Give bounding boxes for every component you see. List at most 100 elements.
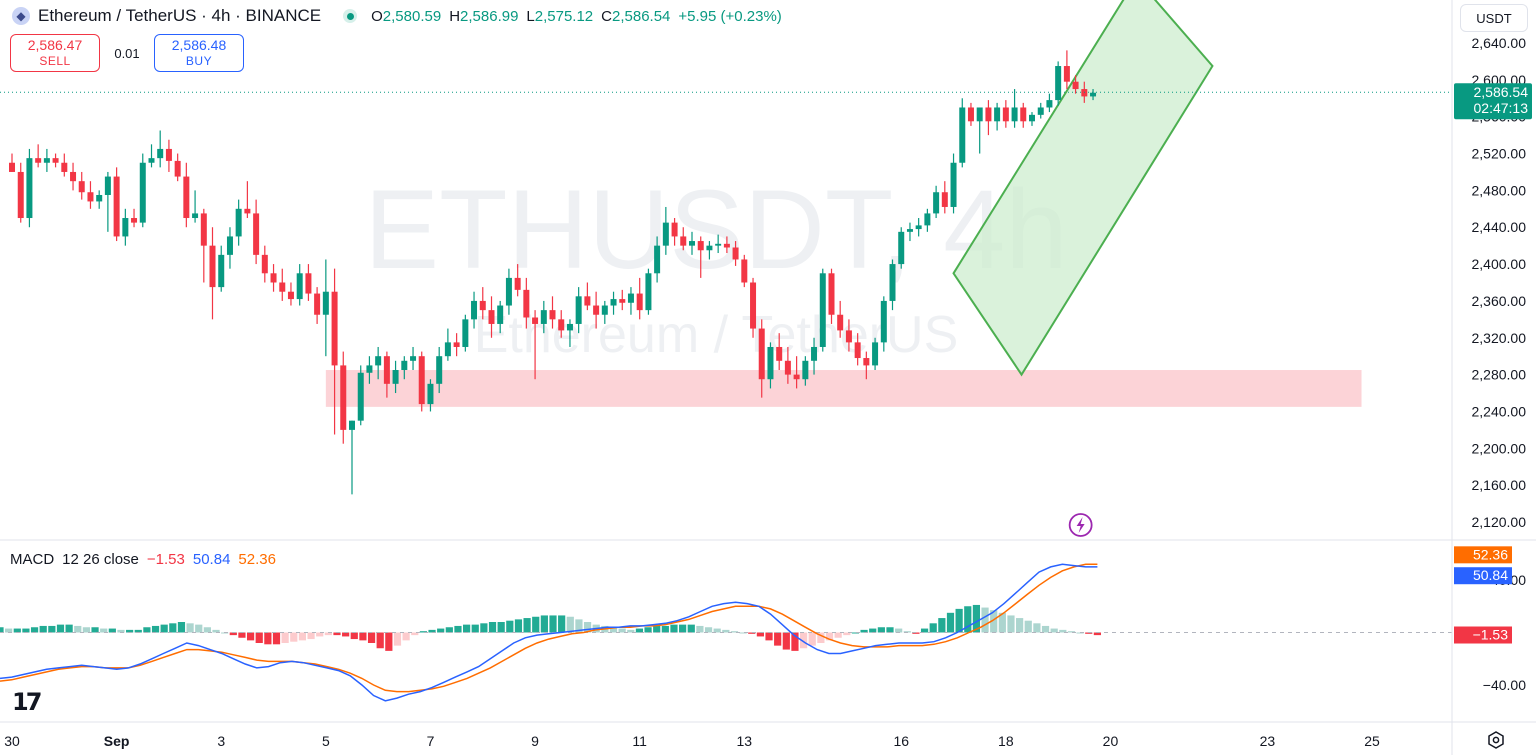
candle-up	[157, 148, 164, 159]
macd-histogram-bar	[65, 624, 73, 633]
price-axis-label: 2,360.00	[1472, 293, 1527, 309]
candle-down	[488, 310, 495, 324]
settings-icon[interactable]	[1487, 731, 1505, 749]
macd-histogram-bar	[255, 632, 263, 643]
candle-up	[872, 342, 879, 366]
time-axis-label: 5	[322, 733, 330, 749]
candle-up	[802, 360, 809, 380]
candle-up	[601, 305, 608, 315]
candle-up	[645, 273, 652, 311]
candle-down	[584, 296, 591, 306]
candle-up	[226, 236, 233, 255]
macd-histogram-bar	[583, 622, 592, 633]
candle-up	[767, 346, 774, 380]
macd-histogram-bar	[981, 607, 989, 633]
macd-histogram-bar	[385, 632, 393, 651]
tradingview-logo[interactable]: 17	[12, 688, 42, 716]
candle-up	[654, 245, 661, 274]
macd-histogram-bar	[877, 627, 885, 633]
price-axis-label: 2,520.00	[1472, 146, 1527, 162]
macd-signal-tag-value: 52.36	[1473, 546, 1508, 562]
macd-histogram-bar	[281, 632, 289, 643]
macd-histogram-bar	[661, 625, 669, 633]
ohlc-values: O2,580.59 H2,586.99 L2,575.12 C2,586.54 …	[371, 8, 782, 25]
candle-down	[828, 273, 835, 315]
candle-down	[383, 356, 390, 384]
macd-histogram-bar	[39, 625, 47, 633]
macd-histogram-bar	[359, 632, 367, 641]
macd-histogram-bar	[350, 632, 358, 640]
candle-down	[776, 346, 783, 361]
candle-down	[732, 247, 739, 260]
high-value: 2,586.99	[460, 7, 519, 25]
macd-histogram-bar	[13, 628, 21, 633]
high-label: H	[449, 7, 461, 25]
macd-signal-tag	[1454, 546, 1512, 564]
candle-down	[741, 259, 748, 283]
watermark: ETHUSDT, 4h Ethereum / TetherUS	[364, 167, 1067, 364]
candle-up	[898, 231, 905, 265]
time-axis-label: 16	[893, 733, 909, 749]
macd-histogram-bar	[704, 627, 713, 633]
macd-histogram-bar	[1016, 618, 1024, 633]
macd-histogram-bar	[964, 606, 972, 633]
macd-histogram-bar	[627, 629, 635, 633]
macd-legend[interactable]: MACD 12 26 close −1.53 50.84 52.36	[10, 551, 276, 568]
time-axis-label: 30	[4, 733, 20, 749]
candle-down	[532, 317, 539, 324]
candle-down	[35, 158, 42, 163]
candle-down	[287, 291, 294, 300]
candle-up	[819, 273, 826, 347]
time-axis-label: 25	[1364, 733, 1380, 749]
trade-panel: 2,586.47 SELL 0.01 2,586.48 BUY	[10, 34, 244, 72]
sell-button[interactable]: 2,586.47 SELL	[10, 34, 100, 72]
macd-histogram-bar	[514, 619, 523, 633]
candle-down	[671, 222, 678, 237]
candle-up	[924, 213, 931, 226]
macd-histogram-bar	[938, 618, 946, 633]
candle-up	[43, 158, 50, 163]
time-axis-label: 18	[998, 733, 1014, 749]
macd-histogram-bar	[471, 624, 479, 633]
macd-histogram-bar	[972, 604, 981, 633]
macd-histogram-bar	[298, 632, 307, 641]
candle-down	[1063, 66, 1070, 82]
candle-down	[9, 162, 15, 172]
macd-histogram-bar	[48, 625, 56, 633]
candle-up	[1090, 92, 1097, 97]
candle-down	[270, 273, 277, 283]
buy-button[interactable]: 2,586.48 BUY	[154, 34, 244, 72]
candle-up	[122, 218, 129, 237]
candle-up	[1037, 107, 1044, 115]
macd-histogram-bar	[108, 628, 116, 633]
time-axis-label: 3	[217, 733, 225, 749]
candle-down	[52, 158, 59, 163]
macd-histogram-bar	[1085, 632, 1093, 634]
candle-up	[689, 241, 695, 246]
macd-histogram-bar	[186, 623, 194, 633]
candle-down	[558, 319, 565, 331]
macd-histogram-bar	[679, 624, 687, 633]
currency-selector[interactable]: USDT	[1460, 4, 1528, 32]
candle-up	[104, 176, 111, 195]
macd-histogram-bar	[912, 632, 920, 634]
candle-down	[253, 213, 260, 255]
macd-histogram-bar	[739, 632, 747, 634]
candle-up	[880, 300, 887, 343]
macd-histogram-bar	[160, 624, 168, 633]
market-open-icon	[343, 9, 358, 23]
macd-histogram-bar	[445, 627, 453, 633]
macd-histogram-bar	[843, 632, 851, 636]
symbol-title[interactable]: Ethereum / TetherUS · 4h · BINANCE	[38, 6, 322, 25]
macd-histogram-tag	[1454, 626, 1512, 644]
macd-histogram-bar	[782, 632, 790, 650]
macd-histogram-bar	[56, 624, 65, 633]
macd-histogram-bar	[765, 632, 773, 641]
candle-up	[915, 225, 922, 230]
macd-histogram-bar	[212, 629, 220, 633]
macd-histogram-bar	[575, 619, 583, 633]
candle-down	[340, 365, 347, 430]
candle-up	[976, 107, 983, 122]
macd-histogram-bar	[324, 632, 332, 636]
